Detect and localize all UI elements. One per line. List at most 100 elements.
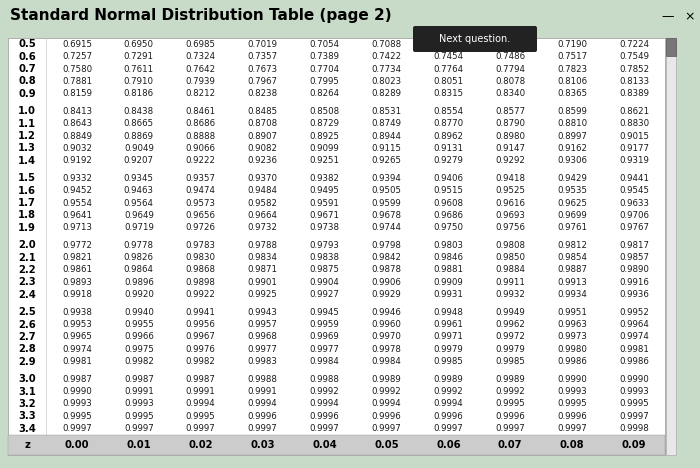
Text: 0.7190: 0.7190 [557, 40, 587, 49]
Text: 0.7454: 0.7454 [433, 52, 463, 61]
Text: 0.9971: 0.9971 [433, 332, 463, 342]
Text: 0.9995: 0.9995 [186, 412, 216, 421]
Text: 0.9991: 0.9991 [124, 387, 154, 396]
Text: 0.9265: 0.9265 [372, 156, 402, 165]
Text: 0.7704: 0.7704 [309, 65, 339, 73]
Text: 0.9991: 0.9991 [186, 387, 216, 396]
Text: 0.9656: 0.9656 [186, 211, 216, 220]
Text: 0.9909: 0.9909 [433, 278, 463, 287]
Text: 0.9474: 0.9474 [186, 186, 216, 195]
Text: 0.9884: 0.9884 [496, 265, 525, 275]
Text: 0.9875: 0.9875 [309, 265, 339, 275]
Text: 0.8365: 0.8365 [557, 89, 587, 98]
Text: 0.7357: 0.7357 [248, 52, 278, 61]
Bar [666, 38, 676, 56]
Text: 0.9788: 0.9788 [248, 241, 278, 250]
Text: 0.9761: 0.9761 [557, 223, 587, 232]
Text: 0.9147: 0.9147 [496, 144, 525, 153]
Text: 0.9066: 0.9066 [186, 144, 216, 153]
Text: 0.8023: 0.8023 [372, 77, 402, 86]
Text: 0.7291: 0.7291 [124, 52, 154, 61]
Text: 0.9099: 0.9099 [309, 144, 339, 153]
Text: 0.9979: 0.9979 [433, 345, 463, 354]
Text: 0.9554: 0.9554 [62, 198, 92, 207]
Text: 0.8413: 0.8413 [62, 107, 92, 116]
Text: 0.9131: 0.9131 [433, 144, 463, 153]
Text: 0.9986: 0.9986 [619, 357, 649, 366]
Text: 0.9997: 0.9997 [186, 424, 216, 433]
Text: 0.9994: 0.9994 [372, 400, 401, 409]
Text: ×: × [685, 10, 695, 23]
Text: 0.8264: 0.8264 [309, 89, 339, 98]
Text: 0.6: 0.6 [18, 51, 36, 62]
Text: 0.9564: 0.9564 [124, 198, 154, 207]
Text: 0.9812: 0.9812 [557, 241, 587, 250]
Text: 0.9382: 0.9382 [309, 174, 339, 183]
Text: 0.9: 0.9 [18, 89, 36, 99]
Text: 0.9901: 0.9901 [248, 278, 278, 287]
Text: 0.8315: 0.8315 [433, 89, 463, 98]
Text: 0.9977: 0.9977 [248, 345, 278, 354]
Text: 0.7967: 0.7967 [248, 77, 278, 86]
Text: 0.9846: 0.9846 [433, 253, 463, 262]
Text: 0.00: 0.00 [64, 440, 89, 450]
Text: 0.7995: 0.7995 [309, 77, 339, 86]
Text: 0.9951: 0.9951 [557, 307, 587, 317]
Text: 0.9956: 0.9956 [186, 320, 216, 329]
Text: 0.8159: 0.8159 [62, 89, 92, 98]
Text: 0.9854: 0.9854 [557, 253, 587, 262]
Text: 1.8: 1.8 [18, 211, 36, 220]
Text: 0.9992: 0.9992 [309, 387, 339, 396]
Text: 0.9955: 0.9955 [124, 320, 154, 329]
Text: 0.9573: 0.9573 [186, 198, 216, 207]
Text: 3.4: 3.4 [18, 424, 36, 434]
Text: 0.8531: 0.8531 [372, 107, 402, 116]
Text: 0.9625: 0.9625 [557, 198, 587, 207]
Text: 0.9429: 0.9429 [557, 174, 587, 183]
Text: 0.9838: 0.9838 [309, 253, 339, 262]
Text: 0.7611: 0.7611 [124, 65, 154, 73]
Text: 0.9834: 0.9834 [248, 253, 278, 262]
Text: 1.4: 1.4 [18, 156, 36, 166]
Text: 0.9726: 0.9726 [186, 223, 216, 232]
Text: 0.08: 0.08 [560, 440, 584, 450]
Text: 0.9994: 0.9994 [248, 400, 277, 409]
Text: 2.7: 2.7 [18, 332, 36, 342]
Text: 0.9993: 0.9993 [124, 400, 154, 409]
Text: 0.8133: 0.8133 [619, 77, 649, 86]
Bar [666, 38, 676, 455]
Text: 1.7: 1.7 [18, 198, 36, 208]
Text: 0.9830: 0.9830 [186, 253, 216, 262]
Text: 0.8577: 0.8577 [495, 107, 525, 116]
Text: 0.9992: 0.9992 [496, 387, 525, 396]
Text: 2.9: 2.9 [18, 357, 36, 367]
Text: 0.9995: 0.9995 [557, 400, 587, 409]
Text: 3.2: 3.2 [18, 399, 36, 409]
Text: 0.7422: 0.7422 [372, 52, 402, 61]
Text: 0.9251: 0.9251 [309, 156, 339, 165]
Text: 0.7734: 0.7734 [372, 65, 402, 73]
Text: 0.8485: 0.8485 [248, 107, 278, 116]
Text: 0.7823: 0.7823 [557, 65, 587, 73]
Text: 0.8621: 0.8621 [619, 107, 649, 116]
Text: 0.9990: 0.9990 [557, 375, 587, 384]
Text: 0.9970: 0.9970 [372, 332, 401, 342]
Text: 0.8438: 0.8438 [124, 107, 154, 116]
Text: 0.8830: 0.8830 [619, 119, 649, 128]
Text: 0.9925: 0.9925 [248, 290, 278, 300]
Text: 0.9756: 0.9756 [496, 223, 525, 232]
Bar [8, 38, 665, 455]
Text: 0.9995: 0.9995 [124, 412, 154, 421]
Text: 0.9983: 0.9983 [248, 357, 278, 366]
Text: 0.8962: 0.8962 [433, 132, 463, 140]
Text: 0.7852: 0.7852 [619, 65, 649, 73]
Text: 0.9279: 0.9279 [433, 156, 463, 165]
Text: 0.8925: 0.8925 [309, 132, 339, 140]
Text: 1.3: 1.3 [18, 143, 36, 154]
Text: 0.9505: 0.9505 [372, 186, 402, 195]
Text: 0.8289: 0.8289 [372, 89, 402, 98]
Text: 0.9292: 0.9292 [496, 156, 525, 165]
Text: 0.9981: 0.9981 [62, 357, 92, 366]
Text: 0.9995: 0.9995 [496, 400, 525, 409]
Text: 0.9985: 0.9985 [433, 357, 463, 366]
